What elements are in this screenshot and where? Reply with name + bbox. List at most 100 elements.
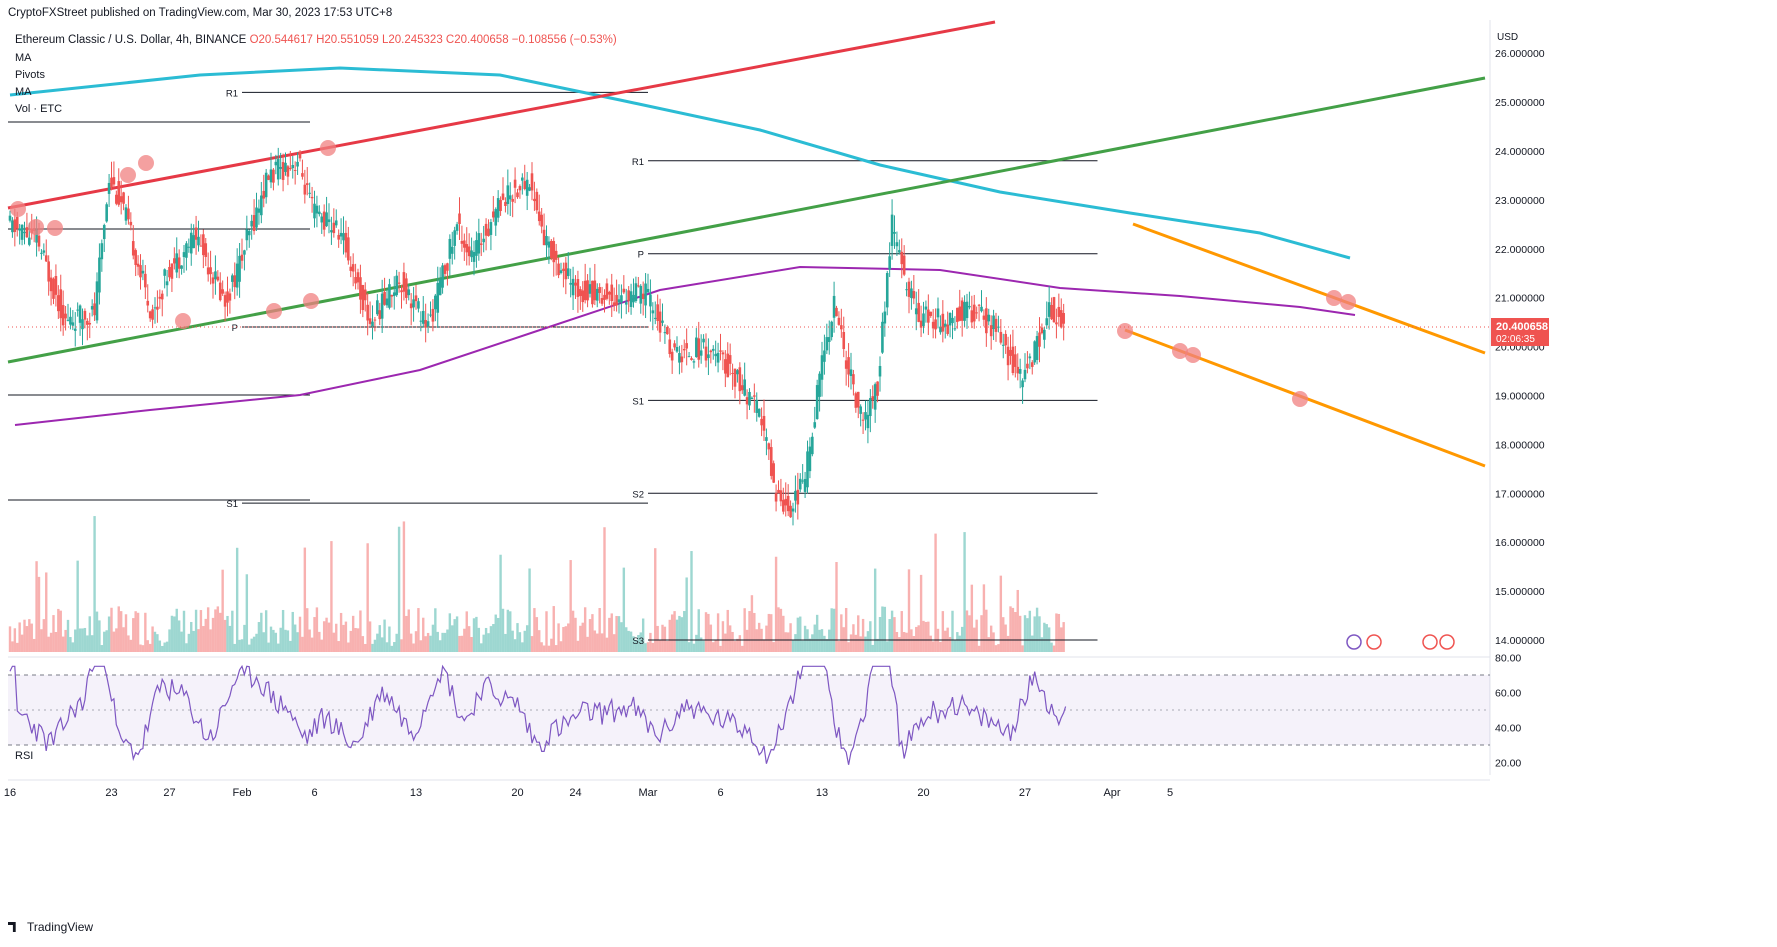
indicator-ma-1[interactable]: MA [15,52,32,64]
candle-body [407,289,411,296]
indicator-ma-2[interactable]: MA [15,86,32,98]
candle-body [59,289,63,319]
candle-body [296,161,299,167]
volume-bar [1002,617,1005,652]
volume-bar [644,643,647,652]
volume-bar [750,595,754,652]
candle-body [204,243,208,258]
time-axis-tick: Mar [639,787,658,799]
volume-bar [482,634,485,652]
candle-body [151,309,154,320]
volume-bar [649,632,652,652]
volume-bar [857,615,860,652]
volume-bar [132,618,135,652]
candle-body [475,240,478,256]
candle-body [1035,336,1039,360]
rsi-pane-label[interactable]: RSI [15,750,34,762]
volume-bar [605,637,609,652]
candle-body [141,270,145,274]
volume-bar [103,631,106,652]
price-axis-tick: 16.000000 [1495,537,1545,549]
candle-body [646,288,650,293]
candle-body [762,415,766,431]
candle-body [917,302,920,322]
candle-body [661,320,664,323]
candle-body [999,331,1003,343]
volume-bar [364,643,367,652]
candle-body [397,282,401,284]
volume-bar [726,609,729,652]
candle-body [784,498,788,506]
bar-countdown: 02:06:35 [1496,334,1535,345]
tradingview-logo: TradingView [8,920,93,934]
candle-body [284,162,287,172]
volume-bar [559,641,563,652]
volume-bar [825,639,829,652]
candle-body [93,303,96,316]
volume-bar [245,574,249,652]
volume-bar [951,610,954,652]
volume-bar [666,641,669,652]
candle-body [269,169,273,183]
volume-bar [557,623,560,652]
volume-bar [854,634,858,652]
candle-body [864,412,867,420]
candle-body [629,291,633,307]
candle-body [508,195,512,200]
candle-body [997,326,1000,328]
candle-body [409,303,413,309]
indicator-pivots[interactable]: Pivots [15,69,45,81]
candle-body [115,194,118,204]
volume-bar [90,635,94,652]
candle-body [310,196,314,199]
volume-bar [637,634,640,652]
candle-body [644,283,647,306]
candle-body [593,280,597,301]
candle-body [709,350,713,353]
candle-body [905,289,908,291]
volume-bar [707,613,710,652]
volume-bar [380,637,384,652]
rsi-axis-tick: 60.00 [1495,688,1521,700]
candle-body [334,220,338,226]
time-axis-tick: Apr [1103,787,1120,799]
candle-body [511,198,514,202]
last-price-value: 20.400658 [1496,321,1548,333]
touch-marker [1326,290,1342,306]
candle-body [274,161,278,166]
volume-bar [400,639,403,652]
volume-bar [886,641,889,652]
volume-bar [356,628,360,652]
volume-bar [83,627,87,652]
candle-body [931,321,935,329]
candle-body [504,201,507,206]
candle-body [1057,306,1061,317]
indicator-volume[interactable]: Vol · ETC [15,103,63,115]
volume-bar [627,630,630,652]
candle-body [180,265,183,269]
candle-body [711,348,715,351]
candle-body [15,216,19,229]
volume-bar [475,616,478,652]
volume-bar [349,630,352,652]
volume-bar [458,635,461,652]
candle-body [252,215,256,232]
volume-bar [661,624,664,652]
symbol-name: Ethereum Classic / U.S. Dollar, 4h, BINA… [15,34,247,46]
volume-bar [441,632,444,652]
volume-bar [917,625,920,652]
volume-bar [895,632,899,652]
candle-body [202,234,205,256]
volume-bar [907,569,911,652]
candle-body [146,300,150,306]
volume-bar [685,577,688,652]
candle-body [516,192,519,198]
volume-bar [663,626,667,652]
candle-body [707,354,710,359]
volume-bar [264,610,268,652]
volume-bar [284,629,287,652]
volume-bar [1026,618,1029,652]
candle-body [963,302,966,321]
ma-line-purple [14,265,1356,426]
